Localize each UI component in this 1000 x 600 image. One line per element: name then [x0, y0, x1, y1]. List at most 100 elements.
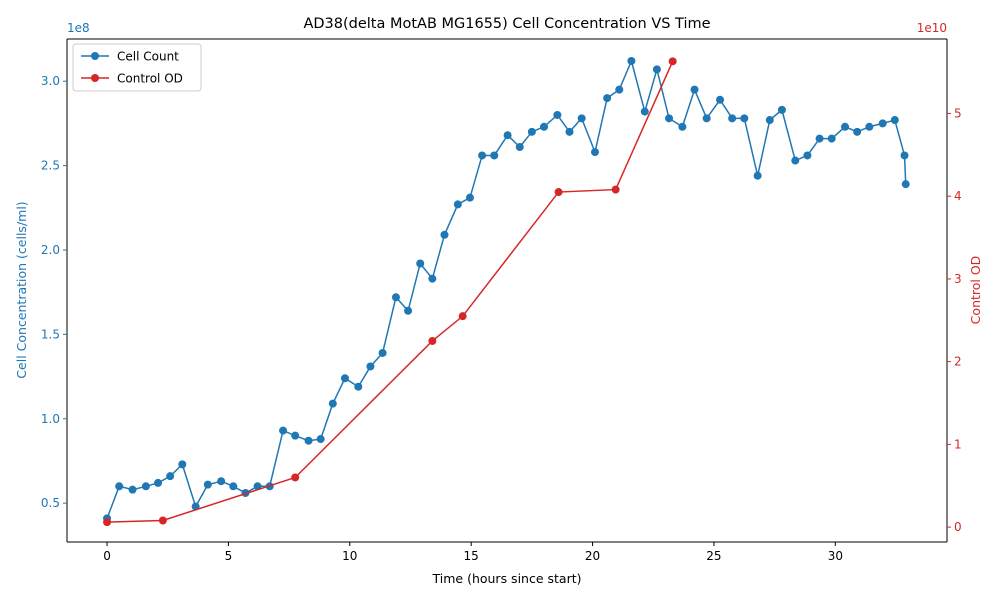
data-point-cell-count	[404, 306, 413, 315]
axes-layer: 0 5 10 15 20 25 30 0.5 1.0 1.5 2.0 2.5 3.0 0 1 2 3 4 5	[41, 38, 962, 563]
y-tick-label-left: 0.5	[41, 496, 60, 510]
data-point-cell-count	[603, 94, 612, 103]
y-axis-label-left: Cell Concentration (cells/ml)	[14, 201, 29, 378]
data-point-cell-count	[340, 374, 349, 383]
data-point-cell-count	[391, 293, 400, 302]
data-point-cell-count	[640, 107, 649, 116]
y-tick-label-left: 2.0	[41, 243, 60, 257]
data-point-cell-count	[490, 151, 499, 160]
x-tick-label: 30	[828, 549, 843, 563]
data-point-cell-count	[728, 114, 737, 123]
data-point-cell-count	[328, 399, 337, 408]
data-point-cell-count	[166, 472, 175, 481]
data-point-control-od	[458, 312, 467, 321]
data-point-cell-count	[665, 114, 674, 123]
data-point-control-od	[668, 57, 677, 66]
data-point-cell-count	[416, 259, 425, 268]
data-point-cell-count	[853, 127, 862, 136]
data-point-cell-count	[577, 114, 586, 123]
data-point-control-od	[103, 518, 112, 527]
series-line-control-od	[107, 61, 674, 523]
data-point-cell-count	[279, 426, 288, 435]
data-point-cell-count	[515, 143, 524, 152]
legend-marker-control-od	[91, 74, 99, 82]
data-point-cell-count	[702, 114, 711, 123]
data-point-cell-count	[178, 460, 187, 469]
y-tick-label-left: 1.0	[41, 412, 60, 426]
data-point-cell-count	[503, 131, 512, 140]
data-point-cell-count	[841, 122, 850, 131]
data-point-cell-count	[154, 478, 163, 487]
x-tick-label: 15	[464, 549, 479, 563]
data-point-cell-count	[652, 65, 661, 74]
data-point-cell-count	[465, 193, 474, 202]
data-point-cell-count	[229, 482, 238, 491]
data-point-cell-count	[765, 116, 774, 125]
data-point-cell-count	[791, 156, 800, 165]
data-point-cell-count	[291, 431, 300, 440]
data-point-cell-count	[753, 171, 762, 180]
data-point-cell-count	[553, 110, 562, 119]
y-tick-label-left: 2.5	[41, 159, 60, 173]
data-point-cell-count	[366, 362, 375, 371]
data-point-control-od	[554, 188, 563, 197]
data-point-cell-count	[865, 122, 874, 131]
y-tick-label-right: 2	[954, 355, 962, 369]
data-point-cell-count	[217, 477, 226, 486]
plot-area	[67, 39, 947, 542]
data-point-cell-count	[901, 180, 910, 189]
x-tick-label: 20	[585, 549, 600, 563]
data-point-cell-count	[878, 119, 887, 128]
data-point-cell-count	[565, 127, 574, 136]
y-tick-label-right: 1	[954, 437, 962, 451]
data-point-cell-count	[900, 151, 909, 160]
data-point-cell-count	[678, 122, 687, 131]
data-point-cell-count	[690, 85, 699, 94]
data-point-cell-count	[777, 105, 786, 114]
y-tick-label-left: 1.5	[41, 327, 60, 341]
x-tick-label: 5	[225, 549, 233, 563]
data-point-control-od	[611, 185, 620, 194]
chart-title: AD38(delta MotAB MG1655) Cell Concentrat…	[303, 16, 710, 32]
legend: Cell Count Control OD	[72, 43, 202, 92]
data-point-cell-count	[627, 56, 636, 65]
data-point-cell-count	[428, 274, 437, 283]
y-tick-label-left: 3.0	[41, 74, 60, 88]
data-point-cell-count	[203, 480, 212, 489]
data-point-cell-count	[540, 122, 549, 131]
data-point-cell-count	[716, 95, 725, 104]
data-point-cell-count	[827, 134, 836, 143]
y-tick-label-right: 0	[954, 520, 962, 534]
data-point-cell-count	[141, 482, 150, 491]
data-point-cell-count	[478, 151, 487, 160]
data-point-cell-count	[615, 85, 624, 94]
data-point-control-od	[158, 516, 167, 525]
legend-label-cell-count: Cell Count	[117, 50, 179, 64]
legend-label-control-od: Control OD	[117, 72, 183, 86]
data-point-cell-count	[316, 435, 325, 444]
data-point-cell-count	[890, 116, 899, 125]
data-point-control-od	[428, 336, 437, 345]
x-axis-label: Time (hours since start)	[432, 571, 582, 586]
y-offset-right: 1e10	[917, 21, 947, 35]
y-tick-label-right: 3	[954, 272, 962, 286]
data-point-cell-count	[440, 230, 449, 239]
data-point-cell-count	[378, 348, 387, 357]
legend-marker-cell-count	[91, 52, 99, 60]
x-tick-label: 10	[342, 549, 357, 563]
series-layer	[103, 56, 910, 527]
data-point-cell-count	[128, 485, 137, 494]
y-tick-label-right: 4	[954, 189, 962, 203]
data-point-cell-count	[115, 482, 124, 491]
x-tick-label: 0	[103, 549, 111, 563]
data-point-cell-count	[815, 134, 824, 143]
data-point-cell-count	[591, 148, 599, 157]
y-tick-label-right: 5	[954, 106, 962, 120]
y-axis-label-right: Control OD	[968, 256, 983, 325]
data-point-cell-count	[740, 114, 749, 123]
data-point-cell-count	[354, 382, 363, 391]
data-point-cell-count	[527, 127, 536, 136]
data-point-cell-count	[803, 151, 812, 160]
data-point-control-od	[291, 473, 300, 482]
